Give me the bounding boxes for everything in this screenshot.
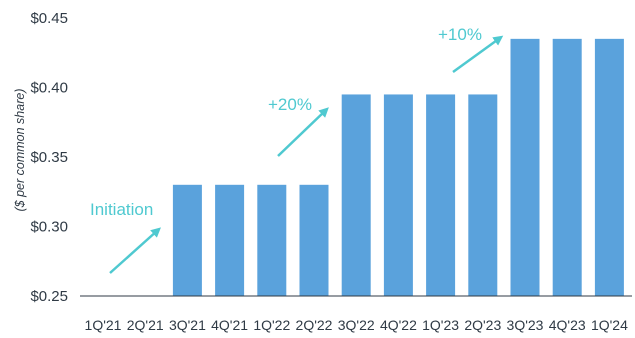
annotation-plus-20: +20% — [268, 95, 312, 114]
x-axis-ticks: 1Q'21 2Q'21 3Q'21 4Q'21 1Q'22 2Q'22 3Q'22 4Q'22… — [85, 317, 629, 333]
x-tick-label: 1Q'24 — [591, 317, 628, 333]
annotation-initiation: Initiation — [90, 200, 153, 219]
y-tick-label: $0.45 — [30, 10, 68, 27]
bar-11 — [552, 38, 582, 296]
bar-7 — [383, 94, 413, 296]
bar-6 — [341, 94, 371, 296]
bars-group — [172, 38, 624, 296]
bar-8 — [426, 94, 456, 296]
annotation-plus-10: +10% — [438, 25, 482, 44]
x-tick-label: 3Q'22 — [338, 317, 375, 333]
y-tick-label: $0.40 — [30, 80, 68, 97]
x-tick-label: 1Q'23 — [422, 317, 459, 333]
x-tick-label: 3Q'21 — [169, 317, 206, 333]
x-tick-label: 4Q'21 — [211, 317, 248, 333]
annotation-plus-20-arrow — [277, 107, 329, 157]
y-axis-label: ($ per common share) — [13, 89, 27, 212]
y-tick-label: $0.35 — [30, 149, 68, 166]
bar-4 — [257, 184, 287, 296]
y-tick-label: $0.25 — [30, 288, 68, 305]
bar-5 — [299, 184, 329, 296]
bar-9 — [468, 94, 498, 296]
bar-3 — [215, 184, 245, 296]
x-tick-label: 2Q'23 — [464, 317, 501, 333]
x-tick-label: 1Q'21 — [85, 317, 122, 333]
y-axis-ticks: $0.25 $0.30 $0.35 $0.40 $0.45 — [30, 10, 68, 305]
x-tick-label: 1Q'22 — [253, 317, 290, 333]
bar-12 — [594, 38, 624, 296]
x-tick-label: 3Q'23 — [507, 317, 544, 333]
y-tick-label: $0.30 — [30, 219, 68, 236]
annotation-initiation-arrow — [109, 227, 161, 274]
annotation-plus-10-arrow — [452, 35, 504, 74]
x-tick-label: 4Q'22 — [380, 317, 417, 333]
x-tick-label: 2Q'21 — [127, 317, 164, 333]
bar-10 — [510, 38, 540, 296]
bar-2 — [172, 184, 202, 296]
x-tick-label: 2Q'22 — [296, 317, 333, 333]
x-tick-label: 4Q'23 — [549, 317, 586, 333]
